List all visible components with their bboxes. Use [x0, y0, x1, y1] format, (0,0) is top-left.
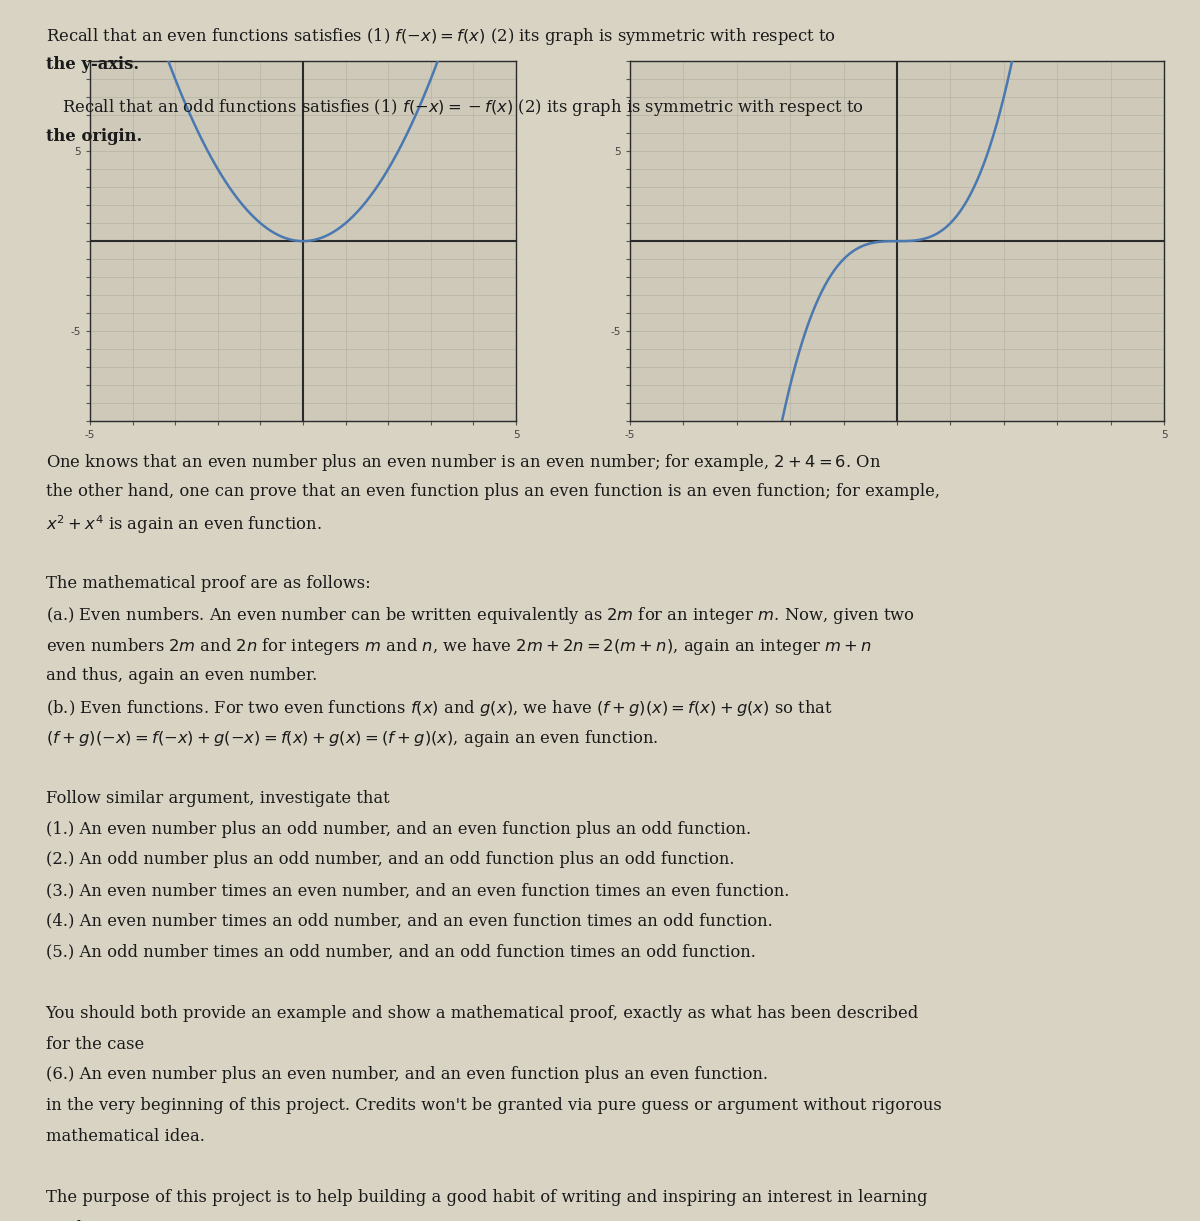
Text: the origin.: the origin. [46, 128, 142, 145]
Text: Follow similar argument, investigate that: Follow similar argument, investigate tha… [46, 790, 389, 807]
Text: (2.) An odd number plus an odd number, and an odd function plus an odd function.: (2.) An odd number plus an odd number, a… [46, 851, 734, 868]
Text: and thus, again an even number.: and thus, again an even number. [46, 667, 317, 684]
Text: (3.) An even number times an even number, and an even function times an even fun: (3.) An even number times an even number… [46, 882, 788, 899]
Text: One knows that an even number plus an even number is an even number; for example: One knows that an even number plus an ev… [46, 452, 881, 473]
Text: Recall that an odd functions satisfies (1) $f(-x) = -f(x)$ (2) its graph is symm: Recall that an odd functions satisfies (… [62, 96, 864, 118]
Text: $x^2 + x^4$ is again an even function.: $x^2 + x^4$ is again an even function. [46, 513, 322, 536]
Text: (5.) An odd number times an odd number, and an odd function times an odd functio: (5.) An odd number times an odd number, … [46, 944, 756, 961]
Text: $(f + g)(-x) = f(-x) + g(-x) = f(x) + g(x) = (f + g)(x)$, again an even function: $(f + g)(-x) = f(-x) + g(-x) = f(x) + g(… [46, 729, 658, 750]
Text: (1.) An even number plus an odd number, and an even function plus an odd functio: (1.) An even number plus an odd number, … [46, 821, 751, 838]
Text: (a.) Even numbers. An even number can be written equivalently as $2m$ for an int: (a.) Even numbers. An even number can be… [46, 606, 914, 626]
Text: in the very beginning of this project. Credits won't be granted via pure guess o: in the very beginning of this project. C… [46, 1098, 941, 1115]
Text: even numbers $2m$ and $2n$ for integers $m$ and $n$, we have $2m + 2n = 2(m + n): even numbers $2m$ and $2n$ for integers … [46, 636, 871, 657]
Text: the y-axis.: the y-axis. [46, 56, 139, 73]
Text: mathematical idea.: mathematical idea. [46, 1128, 204, 1145]
Text: (4.) An even number times an odd number, and an even function times an odd funct: (4.) An even number times an odd number,… [46, 913, 773, 930]
Text: for the case: for the case [46, 1035, 144, 1053]
Text: (6.) An even number plus an even number, and an even function plus an even funct: (6.) An even number plus an even number,… [46, 1066, 768, 1083]
Text: The mathematical proof are as follows:: The mathematical proof are as follows: [46, 575, 371, 592]
Text: The purpose of this project is to help building a good habit of writing and insp: The purpose of this project is to help b… [46, 1189, 928, 1206]
Text: (b.) Even functions. For two even functions $f(x)$ and $g(x)$, we have $(f + g)(: (b.) Even functions. For two even functi… [46, 697, 833, 718]
Text: the other hand, one can prove that an even function plus an even function is an : the other hand, one can prove that an ev… [46, 482, 940, 499]
Text: You should both provide an example and show a mathematical proof, exactly as wha: You should both provide an example and s… [46, 1005, 919, 1022]
Text: Recall that an even functions satisfies (1) $f(-x) = f(x)$ (2) its graph is symm: Recall that an even functions satisfies … [46, 26, 835, 46]
